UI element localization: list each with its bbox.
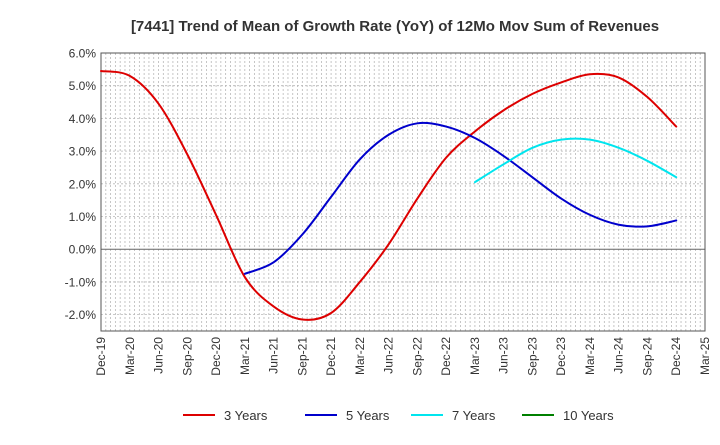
x-tick-label: Sep-23	[525, 337, 539, 376]
series-line-3-years	[100, 69, 678, 321]
legend: 3 Years 5 Years 7 Years 10 Years	[183, 408, 614, 423]
y-tick-label: 5.0%	[69, 79, 97, 93]
series-line-7-years	[473, 137, 678, 184]
x-tick-label: Mar-25	[698, 337, 712, 375]
chart-title: [7441] Trend of Mean of Growth Rate (YoY…	[131, 18, 659, 35]
x-tick-label: Sep-24	[640, 337, 654, 376]
legend-label-7-years: 7 Years	[452, 408, 496, 423]
x-tick-label: Dec-20	[209, 337, 223, 376]
plot-border	[100, 52, 706, 332]
x-tick-label: Jun-20	[152, 337, 166, 374]
x-tick-label: Mar-20	[123, 337, 137, 375]
x-tick-label: Sep-20	[180, 337, 194, 376]
series-line-5-years	[243, 121, 678, 275]
x-tick-label: Mar-24	[583, 337, 597, 375]
x-tick-label: Dec-22	[439, 337, 453, 376]
x-tick-label: Sep-22	[410, 337, 424, 376]
x-tick-label: Mar-23	[468, 337, 482, 375]
x-tick-label: Dec-23	[554, 337, 568, 376]
legend-label-3-years: 3 Years	[224, 408, 268, 423]
grid-lines	[101, 52, 705, 331]
x-tick-label: Jun-22	[382, 337, 396, 374]
x-tick-label: Jun-24	[612, 337, 626, 374]
plot-area	[101, 53, 705, 331]
x-tick-label: Sep-21	[295, 337, 309, 376]
x-tick-label: Dec-21	[324, 337, 338, 376]
y-tick-label: 2.0%	[69, 177, 97, 191]
x-tick-label: Dec-19	[94, 337, 108, 376]
y-tick-label: -2.0%	[65, 308, 97, 322]
y-tick-label: 6.0%	[69, 47, 97, 61]
axes: -2.0% -1.0% 0.0% 1.0% 2.0% 3.0% 4.0% 5.0% 6.0% De…	[65, 47, 712, 376]
x-tick-label: Mar-22	[353, 337, 367, 375]
y-tick-label: 1.0%	[69, 210, 97, 224]
series-lines	[100, 69, 678, 321]
legend-label-10-years: 10 Years	[563, 408, 614, 423]
x-tick-label: Dec-24	[669, 337, 683, 376]
y-tick-label: -1.0%	[65, 275, 97, 289]
x-tick-label: Jun-23	[497, 337, 511, 374]
x-tick-label: Mar-21	[238, 337, 252, 375]
y-tick-label: 4.0%	[69, 112, 97, 126]
legend-label-5-years: 5 Years	[346, 408, 390, 423]
y-tick-label: 3.0%	[69, 145, 97, 159]
x-tick-label: Jun-21	[267, 337, 281, 374]
y-tick-label: 0.0%	[69, 243, 97, 257]
